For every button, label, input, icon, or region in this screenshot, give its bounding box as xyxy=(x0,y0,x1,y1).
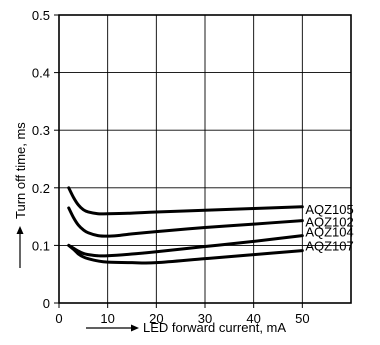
x-tick-labels: 0 10 20 30 40 50 xyxy=(55,311,309,326)
x-axis-arrowhead xyxy=(131,324,139,332)
series-line-aqz105 xyxy=(67,186,304,216)
x-axis-title-group: LED forward current, mA xyxy=(86,320,286,335)
series-label-aqz105: AQZ105 xyxy=(305,202,353,217)
x-axis-title: LED forward current, mA xyxy=(143,320,286,335)
y-tick-label: 0.5 xyxy=(32,8,50,23)
series-lines xyxy=(67,186,304,265)
y-tick-label: 0.2 xyxy=(32,181,50,196)
y-axis-arrowhead xyxy=(16,226,24,234)
series-label-aqz107: AQZ107 xyxy=(305,239,353,254)
y-axis-title: Turn off time, ms xyxy=(13,122,28,219)
series-line-aqz107 xyxy=(67,243,304,265)
x-tick-label: 0 xyxy=(55,311,62,326)
plot-frame xyxy=(58,14,352,304)
x-tick-label: 10 xyxy=(100,311,114,326)
y-axis-title-group: Turn off time, ms xyxy=(13,122,28,268)
series-line-aqz104 xyxy=(67,234,304,258)
y-tick-labels: 0 0.1 0.2 0.3 0.4 0.5 xyxy=(32,8,50,311)
x-tick-label: 20 xyxy=(149,311,163,326)
y-tick-label: 0.4 xyxy=(32,66,50,81)
series-line-aqz102 xyxy=(67,206,304,238)
x-tick-label: 50 xyxy=(295,311,309,326)
x-tick-label: 40 xyxy=(246,311,260,326)
y-tick-label: 0 xyxy=(43,296,50,311)
x-tick-label: 30 xyxy=(198,311,212,326)
series-label-aqz104: AQZ104 xyxy=(305,225,353,240)
series-label-aqz102: AQZ102 xyxy=(305,215,353,230)
grid-lines xyxy=(54,14,351,308)
y-tick-label: 0.3 xyxy=(32,123,50,138)
y-tick-label: 0.1 xyxy=(32,238,50,253)
